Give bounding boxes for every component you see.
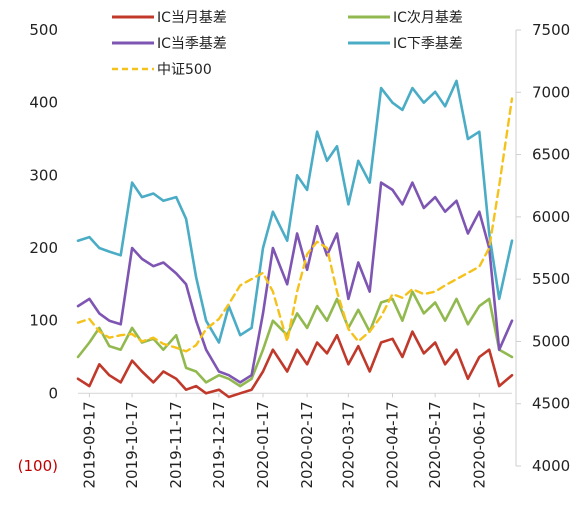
- legend-label-csi500: 中证500: [157, 62, 212, 78]
- x-tick-label: 2019-11-17: [167, 401, 185, 488]
- y-left-tick-label: 100: [29, 312, 58, 330]
- y-left-tick-label: (100): [18, 457, 58, 475]
- series-line-csi500: [76, 97, 514, 353]
- y-right-tick-label: 6500: [532, 146, 570, 164]
- series-layer: [76, 79, 514, 399]
- series-line-next_quarter: [76, 79, 514, 344]
- legend-label-next_quarter: IC下季基差: [393, 35, 463, 52]
- y-right-tick-label: 5500: [532, 270, 570, 288]
- y-left-tick-label: 500: [29, 21, 58, 39]
- y-left-tick-label: 300: [29, 166, 58, 184]
- y-right-tick-label: 4000: [532, 457, 570, 475]
- legend-label-current_quarter: IC当季基差: [157, 35, 227, 52]
- legend-label-current_month: IC当月基差: [157, 9, 227, 26]
- y-left-tick-label: 400: [29, 94, 58, 112]
- series-line-current_quarter: [76, 181, 514, 384]
- y-right-tick-label: 7000: [532, 83, 570, 101]
- legend-label-next_month: IC次月基差: [393, 9, 463, 26]
- series-line-next_month: [76, 290, 514, 388]
- axes-layer: 500 400 300 200 100 0 (100) 7500 7000 6500 6000 550…: [18, 21, 571, 489]
- y-right-tick-label: 5000: [532, 332, 570, 350]
- x-tick-label: 2019-12-17: [210, 401, 228, 488]
- series-line-current_month: [76, 330, 514, 399]
- x-tick-label: 2020-06-17: [470, 401, 488, 488]
- x-tick-label: 2019-10-17: [123, 401, 141, 488]
- y-left-tick-label: 200: [29, 239, 58, 257]
- y-right-tick-label: 6000: [532, 208, 570, 226]
- x-tick-label: 2020-05-17: [426, 401, 444, 488]
- x-tick-label: 2020-01-17: [254, 401, 272, 488]
- y-left-tick-label: 0: [48, 384, 58, 402]
- x-tick-label: 2020-03-17: [339, 401, 357, 488]
- x-tick-label: 2020-02-17: [298, 401, 316, 488]
- x-tick-label: 2019-09-17: [80, 401, 98, 488]
- y-right-tick-label: 4500: [532, 395, 570, 413]
- x-tick-label: 2020-04-17: [383, 401, 401, 488]
- y-right-tick-label: 7500: [532, 21, 570, 39]
